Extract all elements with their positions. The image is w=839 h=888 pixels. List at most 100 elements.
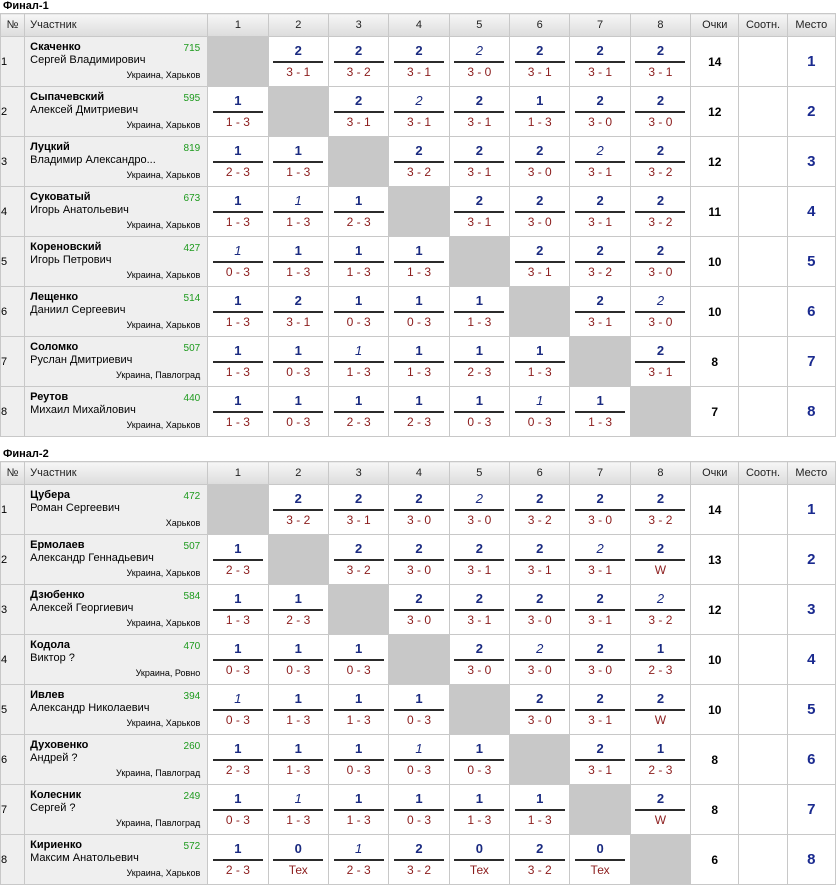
match-result-cell[interactable]: 2 3 - 1 (569, 186, 631, 237)
match-result-cell[interactable]: 1 1 - 3 (207, 386, 269, 437)
player-last-name[interactable]: Духовенко (30, 739, 89, 751)
match-result-cell[interactable]: 2 3 - 1 (569, 36, 631, 87)
match-result-cell[interactable]: 2 3 - 2 (388, 834, 450, 885)
match-result-cell[interactable]: 2 3 - 2 (327, 36, 390, 87)
match-result-cell[interactable]: 0 Тех (267, 834, 329, 885)
match-result-cell[interactable]: 1 0 - 3 (267, 634, 329, 685)
match-result-cell[interactable]: 1 1 - 3 (388, 336, 450, 387)
match-result-cell[interactable]: 1 0 - 3 (388, 734, 450, 785)
match-result-cell[interactable]: 1 2 - 3 (327, 386, 390, 437)
match-result-cell[interactable]: 2 3 - 2 (327, 534, 390, 585)
match-result-cell[interactable]: 2 3 - 0 (448, 634, 511, 685)
player-last-name[interactable]: Дзюбенко (30, 589, 85, 601)
match-result-cell[interactable]: 1 0 - 3 (207, 634, 269, 685)
player-last-name[interactable]: Реутов (30, 391, 69, 403)
match-result-cell[interactable]: 2 3 - 2 (629, 136, 692, 187)
match-result-cell[interactable]: 1 0 - 3 (267, 336, 329, 387)
match-result-cell[interactable]: 1 2 - 3 (207, 534, 269, 585)
match-result-cell[interactable]: 2 3 - 1 (569, 584, 631, 635)
match-result-cell[interactable]: 2 3 - 1 (448, 584, 511, 635)
match-result-cell[interactable]: 1 1 - 3 (267, 236, 329, 287)
match-result-cell[interactable]: 1 0 - 3 (448, 386, 511, 437)
match-result-cell[interactable]: 2 3 - 1 (509, 236, 571, 287)
match-result-cell[interactable]: 2 3 - 0 (629, 236, 692, 287)
match-result-cell[interactable]: 1 0 - 3 (388, 784, 450, 835)
match-result-cell[interactable]: 2 3 - 1 (629, 336, 692, 387)
match-result-cell[interactable]: 1 1 - 3 (207, 286, 269, 337)
match-result-cell[interactable]: 2 3 - 1 (569, 534, 631, 585)
match-result-cell[interactable]: 2 3 - 1 (327, 86, 390, 137)
player-last-name[interactable]: Ивлев (30, 689, 65, 701)
match-result-cell[interactable]: 2 3 - 0 (509, 584, 571, 635)
player-last-name[interactable]: Суковатый (30, 191, 91, 203)
match-result-cell[interactable]: 1 2 - 3 (267, 584, 329, 635)
match-result-cell[interactable]: 2 3 - 2 (629, 484, 692, 535)
match-result-cell[interactable]: 2 3 - 1 (448, 186, 511, 237)
match-result-cell[interactable]: 1 0 - 3 (207, 236, 269, 287)
match-result-cell[interactable]: 1 0 - 3 (327, 286, 390, 337)
match-result-cell[interactable]: 2 3 - 1 (509, 534, 571, 585)
player-last-name[interactable]: Кореновский (30, 241, 102, 253)
player-last-name[interactable]: Кодола (30, 639, 70, 651)
match-result-cell[interactable]: 1 2 - 3 (207, 136, 269, 187)
match-result-cell[interactable]: 1 1 - 3 (327, 336, 390, 387)
match-result-cell[interactable]: 1 2 - 3 (207, 834, 269, 885)
match-result-cell[interactable]: 2 3 - 2 (509, 834, 571, 885)
match-result-cell[interactable]: 2 3 - 0 (629, 286, 692, 337)
match-result-cell[interactable]: 2 3 - 2 (629, 584, 692, 635)
match-result-cell[interactable]: 1 1 - 3 (207, 584, 269, 635)
match-result-cell[interactable]: 1 1 - 3 (327, 784, 390, 835)
match-result-cell[interactable]: 2 3 - 1 (569, 684, 631, 735)
match-result-cell[interactable]: 2 3 - 0 (448, 36, 511, 87)
match-result-cell[interactable]: 2 3 - 1 (569, 734, 631, 785)
match-result-cell[interactable]: 2 3 - 2 (629, 186, 692, 237)
match-result-cell[interactable]: 1 1 - 3 (267, 734, 329, 785)
match-result-cell[interactable]: 1 1 - 3 (509, 784, 571, 835)
match-result-cell[interactable]: 2 3 - 0 (509, 634, 571, 685)
match-result-cell[interactable]: 1 0 - 3 (207, 784, 269, 835)
player-last-name[interactable]: Скаченко (30, 41, 81, 53)
match-result-cell[interactable]: 2 3 - 2 (569, 236, 631, 287)
match-result-cell[interactable]: 1 1 - 3 (509, 86, 571, 137)
match-result-cell[interactable]: 2 3 - 1 (267, 36, 329, 87)
match-result-cell[interactable]: 1 1 - 3 (267, 136, 329, 187)
match-result-cell[interactable]: 1 0 - 3 (448, 734, 511, 785)
player-last-name[interactable]: Ермолаев (30, 539, 85, 551)
match-result-cell[interactable]: 2 3 - 0 (569, 634, 631, 685)
match-result-cell[interactable]: 2 3 - 2 (509, 484, 571, 535)
match-result-cell[interactable]: 2 3 - 0 (388, 484, 450, 535)
match-result-cell[interactable]: 2 3 - 0 (509, 684, 571, 735)
match-result-cell[interactable]: 2 3 - 1 (629, 36, 692, 87)
match-result-cell[interactable]: 1 0 - 3 (327, 634, 390, 685)
player-last-name[interactable]: Луцкий (30, 141, 70, 153)
match-result-cell[interactable]: 1 1 - 3 (448, 286, 511, 337)
match-result-cell[interactable]: 2 3 - 1 (569, 286, 631, 337)
match-result-cell[interactable]: 1 1 - 3 (267, 186, 329, 237)
match-result-cell[interactable]: 2 3 - 1 (569, 136, 631, 187)
match-result-cell[interactable]: 2 3 - 1 (448, 86, 511, 137)
match-result-cell[interactable]: 0 Тех (448, 834, 511, 885)
match-result-cell[interactable]: 1 0 - 3 (207, 684, 269, 735)
match-result-cell[interactable]: 1 2 - 3 (629, 634, 692, 685)
player-last-name[interactable]: Лещенко (30, 291, 79, 303)
match-result-cell[interactable]: 1 2 - 3 (207, 734, 269, 785)
player-last-name[interactable]: Колесник (30, 789, 82, 801)
match-result-cell[interactable]: 2 3 - 1 (267, 286, 329, 337)
match-result-cell[interactable]: 0 Тех (569, 834, 631, 885)
match-result-cell[interactable]: 1 0 - 3 (327, 734, 390, 785)
player-last-name[interactable]: Кириенко (30, 839, 82, 851)
match-result-cell[interactable]: 1 2 - 3 (327, 834, 390, 885)
match-result-cell[interactable]: 2 3 - 0 (509, 186, 571, 237)
match-result-cell[interactable]: 2 3 - 0 (569, 484, 631, 535)
match-result-cell[interactable]: 1 1 - 3 (207, 186, 269, 237)
match-result-cell[interactable]: 2 3 - 1 (327, 484, 390, 535)
match-result-cell[interactable]: 1 2 - 3 (629, 734, 692, 785)
match-result-cell[interactable]: 1 1 - 3 (207, 336, 269, 387)
match-result-cell[interactable]: 1 0 - 3 (267, 386, 329, 437)
player-last-name[interactable]: Цубера (30, 489, 71, 501)
match-result-cell[interactable]: 2 3 - 0 (388, 534, 450, 585)
match-result-cell[interactable]: 1 1 - 3 (327, 236, 390, 287)
match-result-cell[interactable]: 2 3 - 1 (448, 534, 511, 585)
